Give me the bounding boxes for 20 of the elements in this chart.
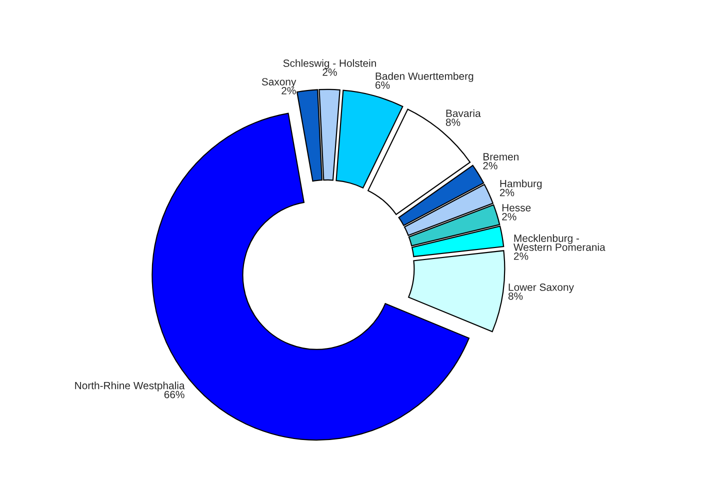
data-label: 8% [508, 292, 523, 300]
slice-label: Mecklenburg - Western Pomerania [514, 234, 606, 251]
slice-label: Bavaria [446, 109, 481, 118]
data-label: 2% [514, 252, 528, 260]
data-label: 2% [502, 213, 516, 220]
slice-label: Saxony [262, 78, 296, 88]
data-label: 66% [164, 390, 184, 398]
data-label: 2% [282, 87, 296, 94]
slice-label: Schleswig - Holstein [283, 59, 376, 69]
data-label: 2% [500, 188, 514, 196]
data-label: 8% [446, 118, 460, 126]
slice-label: Bremen [484, 153, 518, 160]
slice-label: North-Rhine Westphalia [75, 382, 185, 392]
slice-label: Hesse [502, 204, 531, 212]
slice-label: Lower Saxony [508, 284, 574, 293]
data-label: 6% [376, 81, 390, 89]
slice-label: Hamburg [500, 180, 542, 190]
data-label: 2% [483, 162, 498, 170]
data-label: 2% [322, 68, 337, 76]
slice-label: Baden Wuerttemberg [376, 72, 474, 82]
